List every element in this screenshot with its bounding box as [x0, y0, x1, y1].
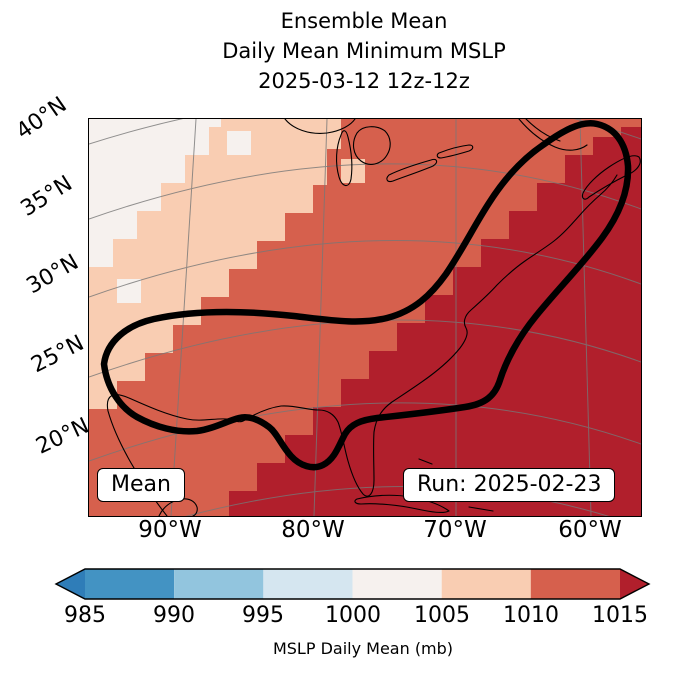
title-line-1: Ensemble Mean — [280, 9, 448, 33]
colorbar — [54, 568, 651, 600]
pressure-fill-regions — [89, 119, 641, 516]
lat-label-40n: 40°N — [11, 92, 72, 145]
graticule-parallel-35n — [89, 163, 641, 220]
colorbar-seg-1010-1015 — [530, 569, 620, 599]
map-canvas — [89, 119, 641, 516]
graticule-meridian-90w — [170, 119, 197, 516]
fill-1005-1010-cell — [341, 159, 365, 183]
cbar-tick-990: 990 — [153, 603, 195, 628]
cbar-tick-1010: 1010 — [503, 603, 559, 628]
lon-label-80w: 80°W — [281, 517, 345, 543]
lat-label-30n: 30°N — [22, 249, 83, 300]
title-line-2: Daily Mean Minimum MSLP — [222, 39, 506, 63]
lon-label-60w: 60°W — [558, 517, 622, 543]
coastline-hispaniola — [468, 506, 494, 512]
graticule-parallel-15n — [185, 486, 609, 516]
fill-1000-1005-cell-2 — [117, 279, 141, 303]
figure-title: Ensemble Mean Daily Mean Minimum MSLP 20… — [40, 6, 688, 96]
fill-1000-1005-cell — [227, 131, 251, 155]
fill-above-1015-region — [229, 127, 641, 516]
cbar-tick-1000: 1000 — [325, 603, 381, 628]
graticule-meridian-60w — [579, 119, 592, 516]
cbar-tick-995: 995 — [242, 603, 284, 628]
colorbar-seg-985-990 — [85, 569, 175, 599]
colorbar-right-arrow — [620, 569, 649, 599]
coastline-lake-superior — [284, 119, 356, 134]
coastline-yucatan — [158, 498, 198, 516]
ensemble-extent-contour — [100, 119, 632, 471]
colorbar-seg-1000-1005 — [352, 569, 442, 599]
colorbar-left-arrow — [56, 569, 85, 599]
title-line-3: 2025-03-12 12z-12z — [258, 69, 470, 93]
cbar-tick-1005: 1005 — [414, 603, 470, 628]
map-axes: Mean Run: 2025-02-23 — [88, 118, 642, 517]
colorbar-caption: MSLP Daily Mean (mb) — [272, 639, 454, 658]
graticule-parallel-20n — [89, 402, 641, 462]
run-annotation-box: Run: 2025-02-23 — [403, 468, 616, 502]
colorbar-outline — [54, 568, 651, 600]
coastline-bahamas-1 — [418, 458, 433, 465]
colorbar-seg-1005-1010 — [441, 569, 531, 599]
lat-label-35n: 35°N — [16, 171, 77, 222]
coastline-lake-huron — [352, 126, 391, 165]
lon-label-70w: 70°W — [423, 517, 487, 543]
mean-annotation-box: Mean — [97, 468, 185, 502]
colorbar-seg-995-1000 — [263, 569, 353, 599]
lon-label-90w: 90°W — [138, 517, 202, 543]
coastline-lake-michigan — [336, 130, 353, 187]
cbar-tick-985: 985 — [64, 603, 106, 628]
coastline-lake-ontario — [436, 144, 474, 159]
coastline-gulf-eastcoast — [106, 174, 618, 516]
colorbar-seg-990-995 — [174, 569, 264, 599]
graticule-parallel-30n — [89, 240, 641, 298]
lat-label-20n: 20°N — [32, 413, 94, 460]
coastline-st-lawrence-2 — [525, 119, 561, 142]
coastline-lake-erie — [386, 158, 438, 183]
cbar-tick-1015: 1015 — [592, 603, 648, 628]
fill-1000-1005-region — [89, 119, 221, 267]
graticule-parallel-40n — [89, 119, 641, 145]
graticule — [89, 119, 641, 516]
lat-label-25n: 25°N — [27, 330, 89, 379]
coastline-st-lawrence-1 — [518, 119, 588, 151]
